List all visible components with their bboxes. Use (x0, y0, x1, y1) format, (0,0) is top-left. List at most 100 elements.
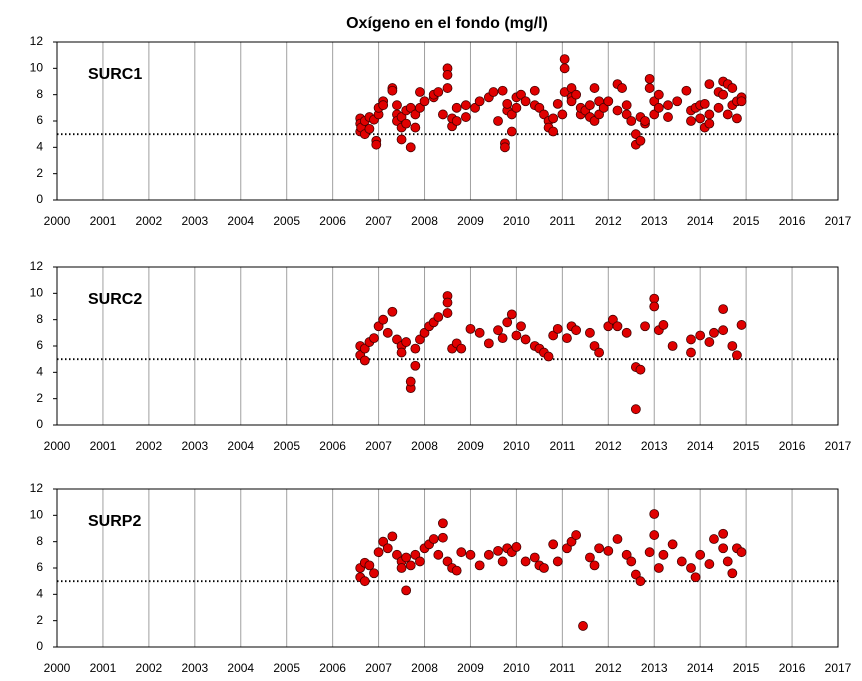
point (534, 102, 545, 113)
point (630, 129, 641, 140)
point (378, 100, 389, 111)
point (699, 98, 710, 109)
point (607, 314, 618, 325)
point (672, 96, 683, 107)
point (451, 565, 462, 576)
y-tick-label: 0 (36, 417, 43, 431)
point (520, 96, 531, 107)
point (387, 531, 398, 542)
point (686, 347, 696, 358)
point (548, 113, 559, 124)
x-tick-label: 2013 (641, 661, 668, 675)
y-tick-label: 6 (36, 560, 43, 574)
point (373, 547, 384, 558)
y-tick-label: 10 (30, 61, 44, 75)
point (396, 563, 407, 573)
point (589, 116, 600, 126)
point (704, 559, 715, 569)
point (704, 109, 715, 120)
x-tick-label: 2011 (549, 661, 575, 675)
point (552, 556, 563, 567)
point (438, 518, 448, 529)
point (401, 118, 412, 129)
x-tick-label: 2017 (825, 439, 852, 453)
point (529, 552, 540, 563)
chart-title: Oxígeno en el fondo (mg/l) (346, 15, 548, 32)
x-tick-label: 2009 (457, 661, 484, 675)
x-tick-label: 2008 (411, 661, 438, 675)
point (681, 85, 692, 96)
point (566, 536, 577, 547)
y-tick-label: 12 (30, 259, 44, 273)
point (405, 560, 416, 571)
y-tick-label: 4 (36, 587, 43, 601)
point (433, 549, 444, 560)
point (415, 334, 425, 345)
point (686, 334, 696, 345)
x-tick-label: 2003 (181, 214, 208, 228)
x-tick-label: 2000 (44, 214, 71, 228)
point (718, 325, 729, 336)
point (401, 337, 412, 347)
x-tick-label: 2011 (549, 214, 575, 228)
y-tick-label: 10 (30, 286, 44, 300)
x-tick-label: 2015 (733, 439, 760, 453)
point (405, 142, 416, 153)
point (387, 85, 398, 96)
point (465, 323, 476, 334)
point (401, 585, 412, 596)
point (621, 327, 632, 338)
point (571, 89, 582, 100)
point (497, 556, 508, 567)
point (511, 102, 522, 113)
point (594, 543, 605, 554)
panel-label: SURC2 (88, 291, 142, 308)
point (585, 327, 595, 338)
x-tick-label: 2015 (733, 661, 760, 675)
point (663, 100, 673, 111)
point (704, 118, 715, 129)
point (732, 350, 742, 361)
point (571, 530, 582, 540)
point (506, 126, 517, 137)
point (396, 112, 407, 122)
point (709, 327, 719, 338)
point (373, 321, 384, 332)
point (364, 560, 375, 571)
point (640, 116, 650, 126)
point (442, 297, 453, 308)
point (520, 556, 531, 567)
y-tick-label: 10 (30, 508, 44, 522)
point (497, 333, 508, 344)
point (653, 89, 664, 100)
point (649, 301, 660, 312)
point (511, 542, 522, 552)
point (474, 560, 485, 571)
point (359, 355, 370, 366)
point (635, 364, 646, 375)
point (415, 87, 425, 97)
point (736, 547, 747, 558)
x-tick-label: 2004 (227, 661, 254, 675)
point (493, 116, 503, 126)
point (704, 337, 715, 347)
x-tick-label: 2017 (825, 214, 852, 228)
point (649, 96, 660, 107)
x-tick-label: 2016 (779, 439, 806, 453)
point (722, 109, 733, 120)
point (667, 341, 678, 351)
point (718, 543, 729, 554)
point (516, 321, 526, 332)
point (686, 116, 696, 126)
y-tick-label: 12 (30, 34, 44, 48)
point (442, 70, 453, 80)
point (603, 545, 614, 556)
point (378, 314, 389, 325)
point (589, 560, 600, 571)
point (732, 113, 742, 124)
point (621, 100, 632, 111)
point (396, 347, 407, 358)
x-tick-label: 2014 (687, 439, 714, 453)
point (566, 96, 577, 107)
point (419, 327, 430, 338)
